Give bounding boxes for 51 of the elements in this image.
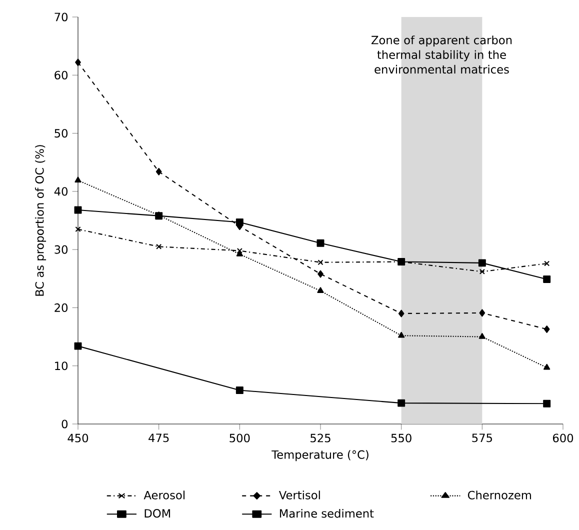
point [544, 260, 550, 266]
y-tick-label: 0 [62, 420, 68, 428]
point [156, 244, 162, 250]
point [74, 206, 82, 214]
legend-label: Marine sediment [280, 508, 374, 518]
point [74, 176, 82, 183]
point [236, 218, 244, 226]
point [236, 248, 242, 254]
legend-label: Chernozem [468, 490, 531, 500]
y-tick-label: 50 [54, 128, 68, 138]
point [318, 260, 324, 266]
point [478, 333, 486, 339]
point [75, 226, 81, 232]
point [317, 287, 324, 293]
point [544, 364, 550, 370]
point [156, 168, 162, 176]
point [398, 310, 404, 318]
point [236, 386, 244, 394]
point [318, 270, 324, 278]
point [316, 239, 324, 247]
x-tick-label: 475 [148, 434, 169, 442]
legend-label: Aerosol [144, 490, 185, 500]
point [479, 268, 485, 274]
point [543, 275, 551, 283]
legend-label: Vertisol [278, 490, 320, 500]
y-tick-label: 60 [54, 70, 68, 80]
x-tick-label: 600 [552, 434, 574, 442]
point [236, 250, 243, 256]
y-tick-label: 40 [54, 187, 68, 196]
y-tick-label: 30 [54, 245, 68, 254]
band-label: Zone of apparent carbon thermal stability in the environmental matrices [371, 36, 512, 74]
y-tick-label: 20 [54, 303, 68, 312]
point [155, 212, 163, 220]
point [479, 309, 486, 317]
point [398, 332, 405, 338]
point [478, 259, 486, 267]
point [398, 399, 406, 407]
point [543, 400, 551, 408]
y-tick-label: 10 [55, 362, 68, 370]
y-axis-title: BC as proportion of OC (%) [35, 145, 46, 296]
x-axis-title: Temperature (°C) [272, 450, 368, 462]
x-tick-label: 450 [68, 434, 88, 442]
point [75, 58, 81, 66]
point [74, 342, 82, 350]
x-tick-label: 500 [230, 434, 250, 442]
point [544, 325, 550, 333]
x-tick-label: 575 [472, 434, 492, 442]
x-tick-label: 525 [310, 434, 330, 442]
legend-label: DOM [144, 509, 170, 518]
x-tick-label: 550 [391, 434, 412, 442]
y-tick-label: 70 [54, 12, 68, 22]
